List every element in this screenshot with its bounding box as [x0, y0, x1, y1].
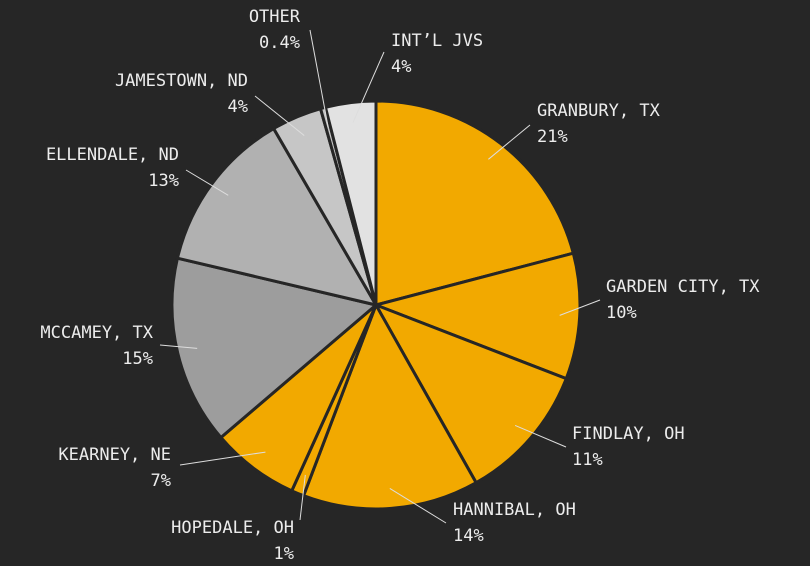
slice-label: HOPEDALE, OH [171, 518, 294, 538]
slice-value: 11% [572, 450, 603, 470]
slice-label: JAMESTOWN, ND [115, 71, 248, 91]
slice-value: 13% [148, 171, 179, 191]
slice-value: 10% [606, 303, 637, 323]
slice-label: KEARNEY, NE [58, 445, 171, 465]
slice-value: 21% [537, 127, 568, 147]
leader-line [389, 488, 447, 524]
slice-label: HANNIBAL, OH [453, 500, 576, 520]
slice-value: 1% [274, 544, 294, 564]
slice [170, 256, 380, 440]
slice-label: GRANBURY, TX [537, 101, 661, 121]
slice [301, 301, 479, 511]
slice-label: OTHER [249, 7, 301, 27]
slice-value: 7% [151, 471, 171, 491]
slice-label: MCCAMEY, TX [40, 323, 153, 343]
leader-line [254, 95, 305, 136]
slice [175, 126, 380, 308]
slice-label: ELLENDALE, ND [46, 145, 179, 165]
slice-label: FINDLAY, OH [572, 424, 685, 444]
slice-value: 4% [228, 97, 248, 117]
slice-label: GARDEN CITY, TX [606, 277, 760, 297]
leader-line [488, 124, 531, 160]
pie [170, 99, 582, 511]
slice [323, 99, 378, 306]
slice [372, 302, 569, 485]
slice-value: 15% [122, 349, 153, 369]
leader-line [299, 474, 306, 521]
leader-line [159, 344, 198, 349]
leader-line [309, 29, 329, 128]
slice-label: INT’L JVS [391, 31, 483, 51]
slice-value: 0.4% [259, 33, 300, 53]
leader-line [352, 51, 385, 123]
leader-line [179, 451, 266, 466]
leader-line [514, 424, 567, 448]
slice [374, 99, 576, 307]
leader-line [559, 299, 601, 316]
leader-line [185, 169, 229, 196]
slice [371, 251, 582, 381]
slice-value: 4% [391, 57, 411, 77]
slice-value: 14% [453, 526, 484, 546]
